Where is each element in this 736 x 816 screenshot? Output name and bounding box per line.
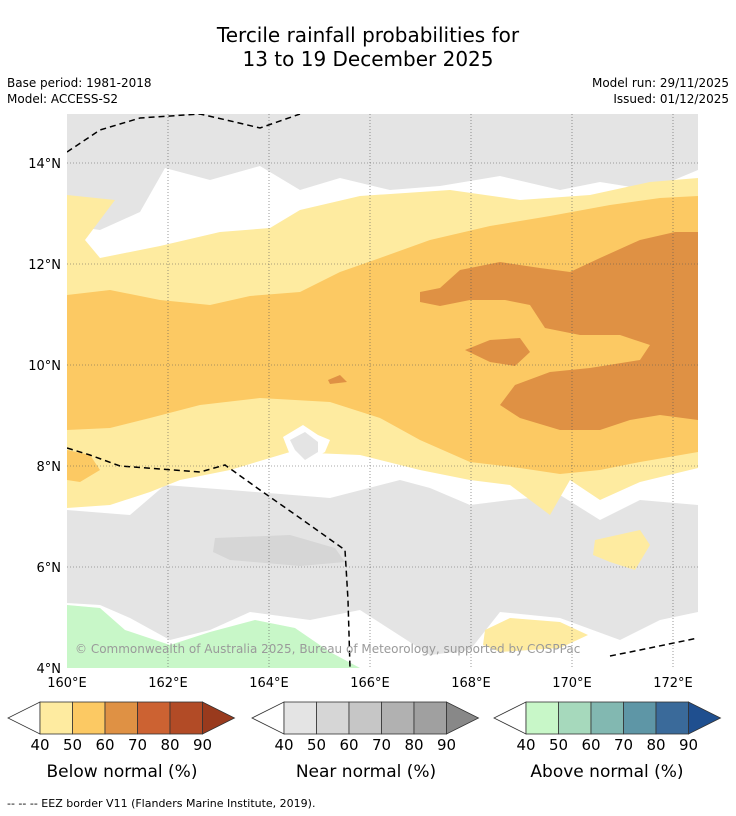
legend-title-above: Above normal (%) — [530, 762, 684, 782]
below-normal-40-southeast-patch — [483, 618, 588, 652]
eez-border-southeast — [609, 637, 698, 657]
colorbar-tick-label: 70 — [127, 736, 148, 754]
eez-footnote: -- -- -- EEZ border V11 (Flanders Marine… — [7, 797, 316, 810]
colorbar-tick-label: 90 — [192, 736, 213, 754]
colorbar-tick-label: 40 — [516, 736, 536, 754]
lon-tick: 162°E — [148, 676, 188, 690]
colorbar-segment — [525, 701, 559, 735]
colorbar-tick-label: 60 — [339, 736, 359, 754]
meta-right: Model run: 29/11/2025 Issued: 01/12/2025 — [592, 75, 729, 107]
map-layers: © Commonwealth of Australia 2025, Bureau… — [67, 114, 698, 668]
below-normal-50-west-patch — [67, 450, 100, 482]
near-normal-region-north — [67, 114, 698, 230]
below-normal-60-small-patch — [328, 375, 347, 384]
colorbar-extend-low — [493, 701, 527, 735]
above-normal-region — [67, 605, 360, 668]
colorbar-extend-high — [202, 701, 236, 735]
colorbar-segment — [104, 701, 138, 735]
legend-title-below: Below normal (%) — [46, 762, 198, 782]
lon-tick: 164°E — [249, 676, 289, 690]
colorbar-extend-high — [688, 701, 722, 735]
below-normal-60-region — [420, 232, 698, 430]
issued-date: Issued: 01/12/2025 — [613, 92, 729, 106]
lat-tick: 10°N — [28, 359, 61, 374]
lon-tick: 172°E — [653, 676, 693, 690]
colorbar-segment — [72, 701, 106, 735]
colorbar-segment — [316, 701, 350, 735]
model-name: Model: ACCESS-S2 — [7, 92, 119, 106]
colorbar-segment — [348, 701, 382, 735]
lat-tick: 12°N — [28, 258, 61, 273]
lat-tick: 4°N — [37, 662, 62, 677]
base-period: Base period: 1981-2018 — [7, 76, 152, 90]
legend-title-near: Near normal (%) — [295, 762, 437, 782]
lat-tick: 6°N — [37, 561, 62, 576]
colorbar-extend-high — [446, 701, 480, 735]
near-normal-hole — [290, 432, 318, 460]
copyright-text: © Commonwealth of Australia 2025, Bureau… — [75, 642, 580, 656]
colorbar-segment — [590, 701, 624, 735]
colorbar-tick-label: 70 — [371, 736, 392, 754]
below-normal-40-south-patch — [593, 530, 650, 570]
near-normal-region-south — [67, 480, 698, 655]
colorbar-tick-label: 40 — [30, 736, 50, 754]
colorbar-tick-label: 80 — [646, 736, 666, 754]
colorbar-segment — [623, 701, 657, 735]
colorbar-segment — [39, 701, 73, 735]
colorbar-segment — [169, 701, 203, 735]
colorbar-tick-label: 60 — [581, 736, 601, 754]
below-normal-60-inner-patch — [465, 338, 530, 366]
colorbar-tick-label: 70 — [613, 736, 634, 754]
lat-tick: 14°N — [28, 157, 61, 172]
colorbar-segment — [413, 701, 447, 735]
title-line-1: Tercile rainfall probabilities for — [216, 23, 520, 47]
meta-left: Base period: 1981-2018 Model: ACCESS-S2 — [7, 75, 152, 107]
colorbar-tick-label: 80 — [404, 736, 424, 754]
colorbar-segment — [283, 701, 317, 735]
title-line-2: 13 to 19 December 2025 — [242, 47, 494, 71]
colorbar-tick-label: 80 — [160, 736, 180, 754]
lon-tick: 168°E — [451, 676, 491, 690]
legend-near-normal — [251, 701, 480, 735]
map-title: Tercile rainfall probabilities for 13 to… — [0, 23, 736, 71]
near-normal-region-core — [213, 535, 345, 566]
colorbar-tick-label: 50 — [548, 736, 569, 754]
colorbar-tick-label: 60 — [95, 736, 115, 754]
model-run: Model run: 29/11/2025 — [591, 76, 729, 90]
forecast-map: © Commonwealth of Australia 2025, Bureau… — [28, 114, 698, 690]
lon-tick: 170°E — [552, 676, 592, 690]
legend-below-normal — [7, 701, 236, 735]
colorbar-extend-low — [7, 701, 41, 735]
lon-axis: 160°E 162°E 164°E 166°E 168°E 170°E 172°… — [47, 676, 693, 690]
colorbar-tick-label: 50 — [62, 736, 83, 754]
colorbar-tick-label: 40 — [274, 736, 294, 754]
colorbar-tick-label: 50 — [306, 736, 327, 754]
gridlines — [67, 114, 698, 668]
legend-above-normal — [493, 701, 722, 735]
colorbar-extend-low — [251, 701, 285, 735]
eez-border-south — [67, 447, 351, 668]
lat-tick: 8°N — [37, 460, 62, 475]
lon-tick: 160°E — [47, 676, 87, 690]
colorbar-segment — [381, 701, 415, 735]
colorbar-legends — [7, 701, 722, 735]
colorbar-segment — [137, 701, 171, 735]
colorbar-segment — [655, 701, 689, 735]
lat-axis: 14°N 12°N 10°N 8°N 6°N 4°N — [28, 157, 61, 677]
eez-border-north — [67, 114, 301, 153]
colorbar-tick-label: 90 — [436, 736, 457, 754]
colorbar-segment — [558, 701, 592, 735]
colorbar-tick-label: 90 — [678, 736, 699, 754]
lon-tick: 166°E — [350, 676, 390, 690]
